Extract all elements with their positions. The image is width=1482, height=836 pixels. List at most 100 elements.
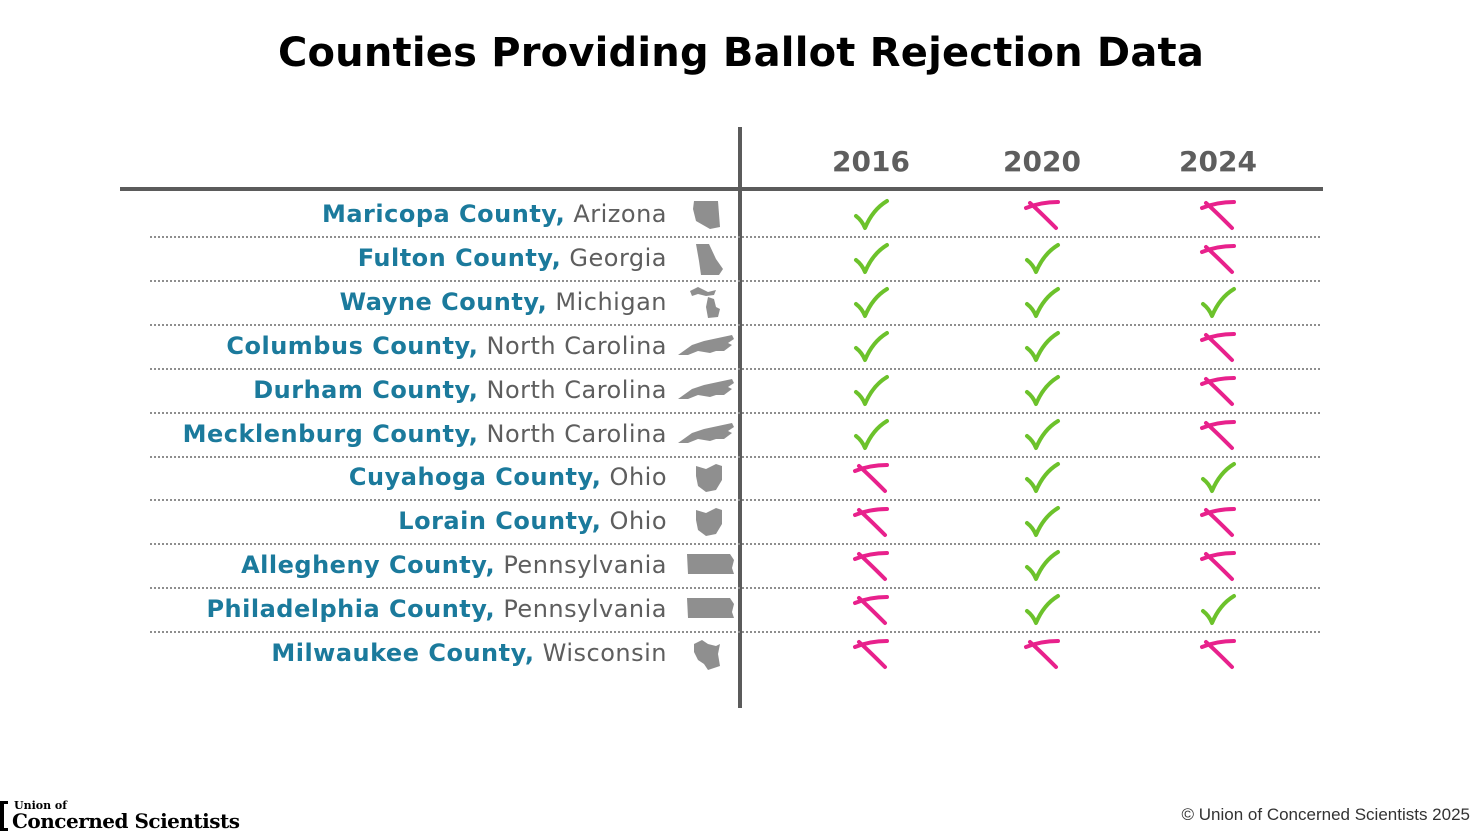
x-icon [1022, 198, 1062, 232]
row-label: Mecklenburg County, North Carolina [183, 420, 667, 448]
row-separator [150, 323, 1320, 326]
county-name: Allegheny County, [241, 551, 496, 580]
header-rule [120, 187, 1323, 191]
row-label: Cuyahoga County, Ohio [349, 463, 667, 491]
check-icon [1022, 505, 1062, 539]
row-separator [150, 236, 1320, 238]
county-name: Columbus County, [226, 331, 479, 360]
georgia-icon [676, 241, 738, 277]
row-label: Fulton County, Georgia [358, 244, 667, 272]
state-name: Pennsylvania [503, 595, 667, 624]
chart-title: Counties Providing Ballot Rejection Data [277, 30, 1205, 76]
table-row: Milwaukee County, Wisconsin [0, 631, 1482, 675]
check-icon [1022, 374, 1062, 408]
check-icon [851, 286, 891, 320]
check-icon [851, 242, 891, 276]
check-icon [851, 198, 891, 232]
table-row: Philadelphia County, Pennsylvania [0, 587, 1482, 631]
row-separator [150, 543, 1320, 546]
north-carolina-icon [676, 329, 738, 365]
state-name: Ohio [609, 463, 667, 492]
ucs-logo: Union of Concerned Scientists [0, 797, 250, 833]
state-name: Pennsylvania [503, 551, 667, 580]
check-icon [851, 418, 891, 452]
check-icon [1198, 593, 1238, 627]
table-row: Cuyahoga County, Ohio [0, 455, 1482, 499]
check-icon [1198, 286, 1238, 320]
x-icon [1198, 637, 1238, 671]
row-label: Lorain County, Ohio [398, 507, 667, 535]
check-icon [1022, 286, 1062, 320]
logo-line-1: Union of [14, 799, 68, 812]
county-name: Lorain County, [398, 507, 602, 536]
row-label: Milwaukee County, Wisconsin [271, 639, 667, 667]
michigan-icon [676, 285, 738, 321]
table-row: Mecklenburg County, North Carolina [0, 412, 1482, 456]
row-label: Durham County, North Carolina [253, 376, 667, 404]
column-header-2020: 2020 [1003, 145, 1081, 178]
x-icon [1022, 637, 1062, 671]
county-name: Wayne County, [339, 287, 548, 316]
table-row: Lorain County, Ohio [0, 499, 1482, 543]
state-name: North Carolina [486, 375, 667, 404]
north-carolina-icon [676, 373, 738, 409]
check-icon [1022, 549, 1062, 583]
row-separator [150, 499, 1320, 502]
logo-bracket-bottom [0, 828, 8, 831]
row-label: Columbus County, North Carolina [226, 332, 667, 360]
column-header-2024: 2024 [1179, 145, 1257, 178]
x-icon [1198, 418, 1238, 452]
check-icon [851, 374, 891, 408]
county-name: Mecklenburg County, [182, 419, 479, 448]
table-row: Wayne County, Michigan [0, 280, 1482, 324]
row-label: Maricopa County, Arizona [322, 200, 667, 228]
x-icon [1198, 242, 1238, 276]
x-icon [1198, 549, 1238, 583]
check-icon [1022, 593, 1062, 627]
county-name: Durham County, [253, 375, 479, 404]
north-carolina-icon [676, 417, 738, 453]
x-icon [1198, 330, 1238, 364]
county-name: Fulton County, [357, 243, 562, 272]
county-name: Philadelphia County, [206, 595, 496, 624]
state-name: Wisconsin [542, 639, 667, 667]
state-name: Michigan [555, 287, 667, 316]
ohio-icon [676, 460, 738, 496]
county-name: Cuyahoga County, [348, 463, 602, 492]
check-icon [1022, 242, 1062, 276]
state-name: Arizona [573, 200, 667, 228]
row-label: Wayne County, Michigan [340, 288, 667, 316]
row-separator [150, 367, 1320, 370]
check-icon [1022, 330, 1062, 364]
check-icon [1198, 461, 1238, 495]
x-icon [1198, 505, 1238, 539]
county-name: Milwaukee County, [271, 639, 535, 667]
table-row: Maricopa County, Arizona [0, 192, 1482, 236]
vertical-divider [738, 127, 742, 708]
row-separator [150, 411, 1320, 414]
state-name: Georgia [569, 243, 667, 272]
logo-bracket-top [0, 801, 8, 804]
x-icon [1198, 374, 1238, 408]
x-icon [851, 593, 891, 627]
row-separator [150, 631, 1320, 634]
county-name: Maricopa County, [321, 200, 566, 228]
copyright-notice: © Union of Concerned Scientists 2025 [1181, 805, 1470, 824]
x-icon [851, 505, 891, 539]
column-header-2016: 2016 [832, 145, 910, 178]
wisconsin-icon [676, 636, 738, 672]
x-icon [851, 549, 891, 583]
x-icon [851, 461, 891, 495]
state-name: North Carolina [486, 331, 667, 360]
state-name: Ohio [609, 507, 667, 536]
state-name: North Carolina [486, 419, 667, 448]
check-icon [1022, 418, 1062, 452]
ohio-icon [676, 504, 738, 540]
table-row: Fulton County, Georgia [0, 236, 1482, 280]
arizona-icon [676, 197, 738, 233]
check-icon [1022, 461, 1062, 495]
check-icon [851, 330, 891, 364]
row-separator [150, 587, 1320, 590]
x-icon [851, 637, 891, 671]
table-row: Allegheny County, Pennsylvania [0, 543, 1482, 587]
